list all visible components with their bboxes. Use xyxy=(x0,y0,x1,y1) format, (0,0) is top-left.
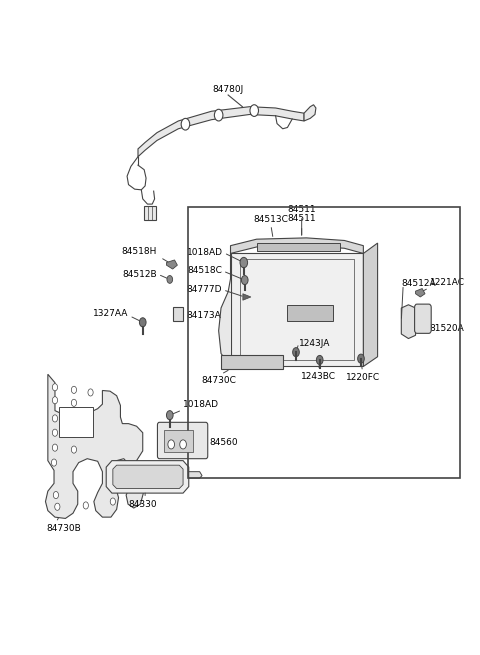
Circle shape xyxy=(180,440,186,449)
Polygon shape xyxy=(189,472,202,478)
Circle shape xyxy=(240,257,248,268)
Bar xyxy=(257,243,340,251)
Circle shape xyxy=(52,397,58,404)
Polygon shape xyxy=(416,289,425,297)
Text: 84730B: 84730B xyxy=(47,523,81,533)
Text: 1243BC: 1243BC xyxy=(301,371,336,381)
Text: 84780J: 84780J xyxy=(213,84,244,94)
Circle shape xyxy=(88,389,93,396)
Polygon shape xyxy=(138,107,304,157)
Bar xyxy=(173,307,183,321)
Bar xyxy=(144,206,156,220)
Polygon shape xyxy=(363,243,378,366)
Circle shape xyxy=(72,430,76,438)
Circle shape xyxy=(52,384,58,391)
Polygon shape xyxy=(230,238,363,253)
Circle shape xyxy=(72,416,76,423)
Circle shape xyxy=(52,429,58,436)
Text: 84777D: 84777D xyxy=(186,286,222,294)
FancyBboxPatch shape xyxy=(157,422,208,458)
Text: 1221AC: 1221AC xyxy=(430,278,465,288)
Text: 84512B: 84512B xyxy=(122,270,157,279)
Circle shape xyxy=(358,354,364,364)
Text: 84513C: 84513C xyxy=(253,215,288,223)
Circle shape xyxy=(53,491,59,498)
Text: 84173A: 84173A xyxy=(187,311,222,320)
Text: 84518C: 84518C xyxy=(187,267,222,276)
Text: 81520A: 81520A xyxy=(430,324,465,333)
Circle shape xyxy=(52,415,58,422)
Circle shape xyxy=(167,276,173,284)
Polygon shape xyxy=(243,293,251,300)
Polygon shape xyxy=(304,105,316,121)
Text: 84511: 84511 xyxy=(288,214,316,235)
Circle shape xyxy=(72,446,76,453)
Polygon shape xyxy=(219,253,230,366)
Text: 1327AA: 1327AA xyxy=(93,309,129,318)
Bar xyxy=(288,305,333,321)
Polygon shape xyxy=(46,374,143,519)
Circle shape xyxy=(55,503,60,510)
Text: 84512A: 84512A xyxy=(401,279,436,288)
Polygon shape xyxy=(113,465,183,489)
Polygon shape xyxy=(106,460,189,493)
FancyBboxPatch shape xyxy=(415,304,431,333)
Circle shape xyxy=(110,498,116,505)
Text: 1220FC: 1220FC xyxy=(346,373,381,382)
Circle shape xyxy=(250,105,259,117)
Circle shape xyxy=(72,386,76,394)
Text: 1243JA: 1243JA xyxy=(300,339,331,348)
Text: 84730C: 84730C xyxy=(201,376,236,385)
Circle shape xyxy=(181,119,190,130)
Circle shape xyxy=(72,400,76,406)
Circle shape xyxy=(215,109,223,121)
Circle shape xyxy=(293,348,300,357)
Circle shape xyxy=(167,411,173,420)
Text: 1018AD: 1018AD xyxy=(187,248,223,257)
Polygon shape xyxy=(401,305,416,339)
Text: 1018AD: 1018AD xyxy=(183,400,219,409)
Text: 84560: 84560 xyxy=(209,438,238,447)
Circle shape xyxy=(241,276,248,285)
Polygon shape xyxy=(167,260,178,269)
Circle shape xyxy=(139,318,146,327)
Circle shape xyxy=(51,459,57,466)
Circle shape xyxy=(83,502,88,509)
Polygon shape xyxy=(230,253,363,366)
Circle shape xyxy=(168,440,175,449)
Bar xyxy=(188,207,460,478)
Text: 84511: 84511 xyxy=(288,206,316,214)
Text: 84330: 84330 xyxy=(129,500,157,508)
Bar xyxy=(164,430,192,452)
Circle shape xyxy=(52,444,58,451)
Bar xyxy=(59,407,93,437)
Circle shape xyxy=(316,356,323,365)
Bar xyxy=(221,355,283,369)
Text: 84518H: 84518H xyxy=(121,247,157,256)
